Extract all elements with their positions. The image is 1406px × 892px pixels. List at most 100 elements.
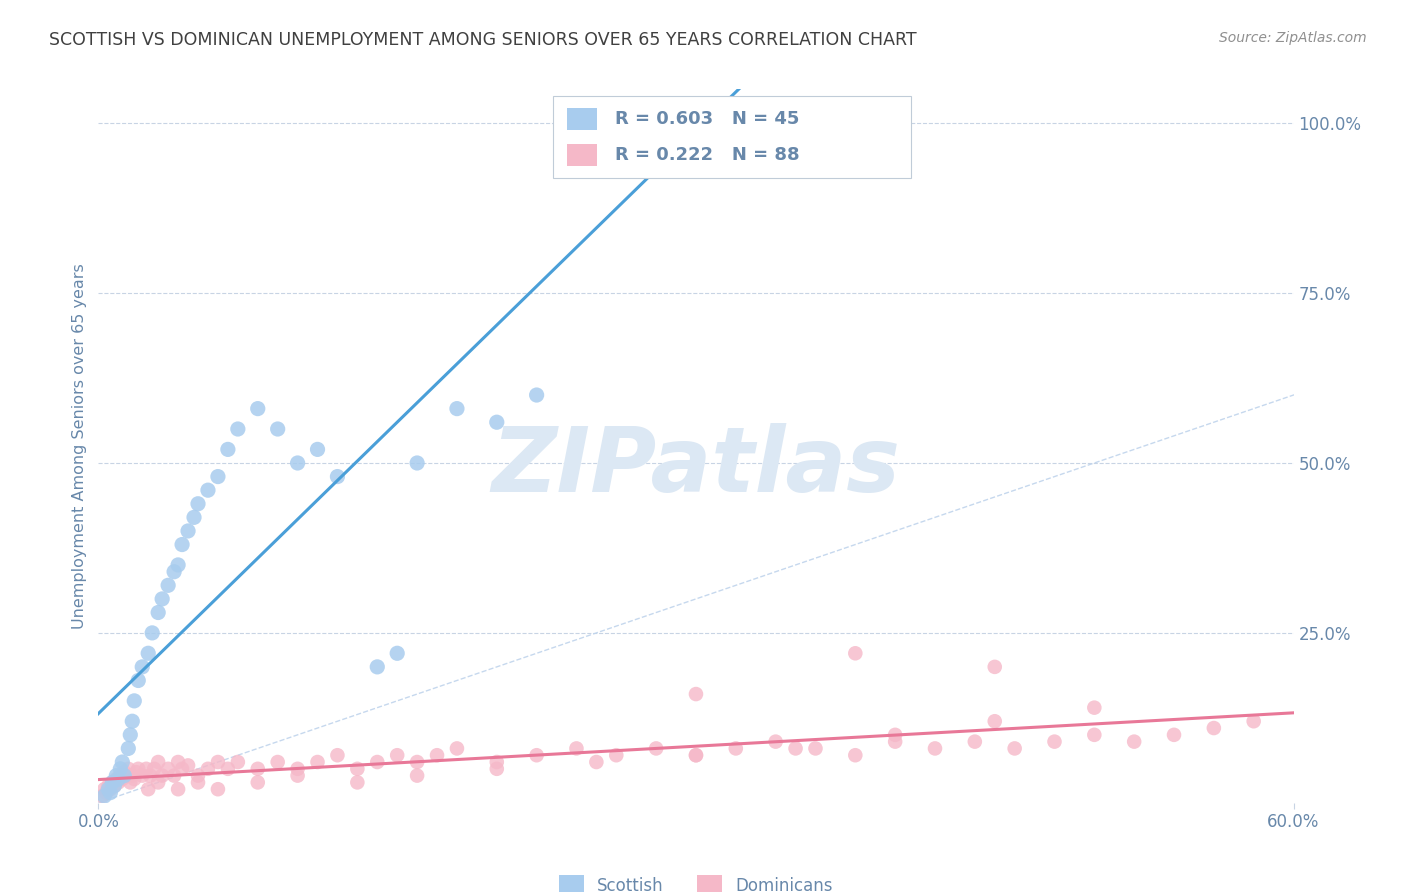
Point xyxy=(346,775,368,789)
Point xyxy=(98,786,122,800)
Point xyxy=(107,775,129,789)
Point xyxy=(111,755,134,769)
Point xyxy=(844,646,866,660)
Point xyxy=(120,728,142,742)
Legend: Scottish, Dominicans: Scottish, Dominicans xyxy=(553,868,839,892)
Point xyxy=(139,769,162,783)
Point xyxy=(326,469,349,483)
Point xyxy=(804,741,827,756)
Point xyxy=(172,537,194,551)
Point xyxy=(148,775,170,789)
Point xyxy=(163,565,186,579)
Point xyxy=(125,765,148,780)
Point xyxy=(96,786,118,800)
Point xyxy=(924,741,946,756)
Point xyxy=(526,748,548,763)
Point xyxy=(136,646,159,660)
Point xyxy=(127,673,149,688)
Point xyxy=(177,758,200,772)
Point xyxy=(148,755,170,769)
Point xyxy=(267,755,290,769)
Point xyxy=(724,741,747,756)
Point xyxy=(141,626,163,640)
Point xyxy=(110,769,132,783)
Point xyxy=(107,772,129,786)
Point xyxy=(91,789,114,803)
Point xyxy=(167,782,190,797)
Point xyxy=(148,606,170,620)
Point xyxy=(105,769,128,783)
Point xyxy=(984,714,1007,729)
Point xyxy=(217,442,239,457)
Point xyxy=(765,734,787,748)
Point xyxy=(785,741,807,756)
Point xyxy=(111,772,134,786)
Point xyxy=(246,775,269,789)
Point xyxy=(844,748,866,763)
Point xyxy=(131,660,153,674)
Point xyxy=(93,789,115,803)
Point xyxy=(187,769,209,783)
Point xyxy=(183,510,205,524)
Point xyxy=(685,687,707,701)
Point xyxy=(585,123,607,137)
Point xyxy=(97,782,120,797)
Text: R = 0.222   N = 88: R = 0.222 N = 88 xyxy=(614,146,800,164)
Point xyxy=(120,775,142,789)
Point xyxy=(406,769,429,783)
Point xyxy=(157,578,180,592)
Point xyxy=(98,782,122,797)
Point xyxy=(1202,721,1225,735)
Point xyxy=(307,755,329,769)
Point xyxy=(287,762,309,776)
Point xyxy=(884,728,907,742)
Point xyxy=(124,772,146,786)
Point xyxy=(187,497,209,511)
Point xyxy=(115,769,138,783)
Point xyxy=(565,741,588,756)
Point xyxy=(1004,741,1026,756)
Point xyxy=(127,762,149,776)
Point xyxy=(385,748,409,763)
Point xyxy=(112,765,135,780)
Point xyxy=(485,755,508,769)
Point xyxy=(93,782,115,797)
Point xyxy=(287,769,309,783)
Point xyxy=(121,769,143,783)
Point xyxy=(167,558,190,572)
Text: R = 0.603   N = 45: R = 0.603 N = 45 xyxy=(614,111,799,128)
Point xyxy=(207,469,229,483)
Point xyxy=(626,116,648,130)
Point xyxy=(526,388,548,402)
FancyBboxPatch shape xyxy=(567,145,596,166)
Text: ZIPatlas: ZIPatlas xyxy=(492,424,900,511)
Point xyxy=(150,591,173,606)
Point xyxy=(385,646,409,660)
Point xyxy=(406,456,429,470)
Text: Source: ZipAtlas.com: Source: ZipAtlas.com xyxy=(1219,31,1367,45)
Point xyxy=(287,456,309,470)
Point xyxy=(143,762,166,776)
Point xyxy=(307,442,329,457)
Point xyxy=(446,401,468,416)
Point xyxy=(585,755,607,769)
Point xyxy=(136,782,159,797)
Point xyxy=(963,734,986,748)
Point xyxy=(1243,714,1265,729)
Point xyxy=(1083,728,1105,742)
Point xyxy=(131,769,153,783)
Point xyxy=(326,748,349,763)
Point xyxy=(685,129,707,144)
Point xyxy=(406,755,429,769)
Point xyxy=(101,775,124,789)
Point xyxy=(426,748,449,763)
Point xyxy=(197,762,219,776)
Point xyxy=(187,775,209,789)
Point xyxy=(246,762,269,776)
Point xyxy=(446,741,468,756)
Point xyxy=(267,422,290,436)
Point xyxy=(217,762,239,776)
Point xyxy=(645,741,668,756)
Point xyxy=(366,660,388,674)
Point xyxy=(605,748,627,763)
